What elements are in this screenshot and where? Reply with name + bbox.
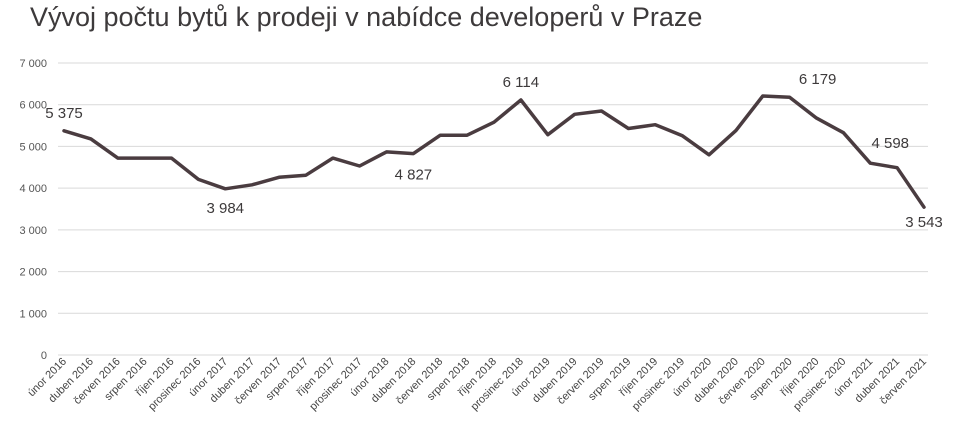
data-point [116, 156, 119, 160]
data-point [654, 123, 657, 126]
data-point [680, 134, 684, 137]
y-tick-label: 0 [41, 350, 47, 362]
data-point [358, 164, 361, 168]
data-label: 3 984 [206, 200, 244, 217]
data-point [465, 133, 469, 137]
chart-title: Vývoj počtu bytů k prodeji v nabídce dev… [30, 2, 703, 32]
data-point [788, 96, 791, 99]
data-label: 3 543 [905, 214, 943, 231]
gridlines [58, 62, 928, 356]
data-point [869, 161, 872, 165]
data-point [922, 206, 926, 209]
data-label: 6 114 [503, 74, 539, 91]
data-point [143, 156, 146, 160]
data-label: 4 598 [871, 135, 909, 152]
data-label: 4 827 [395, 167, 433, 184]
data-point [89, 137, 93, 141]
data-point [546, 133, 549, 136]
data-point [170, 156, 173, 160]
data-point [815, 116, 818, 120]
data-point [519, 98, 523, 102]
data-point [627, 127, 630, 130]
data-point [761, 94, 764, 98]
data-point [707, 153, 711, 156]
data-point [573, 113, 576, 116]
data-point [250, 183, 254, 187]
data-point [304, 174, 308, 177]
data-point [277, 176, 281, 179]
series [62, 94, 926, 209]
series-line [62, 94, 926, 209]
y-tick-label: 1 000 [19, 308, 47, 320]
data-point [895, 166, 899, 169]
data-point [331, 156, 334, 160]
y-tick-label: 6 000 [19, 100, 47, 112]
y-tick-label: 2 000 [19, 267, 47, 279]
data-point [439, 133, 442, 137]
data-labels: 5 375 3 984 4 827 6 114 6 179 4 598 3 543 [45, 71, 943, 231]
data-point [62, 129, 66, 132]
data-point [224, 187, 227, 191]
data-label: 5 375 [45, 105, 83, 122]
y-tick-label: 7 000 [19, 58, 47, 70]
data-label: 6 179 [799, 71, 837, 88]
data-point [412, 152, 415, 155]
data-point [385, 150, 388, 154]
y-tick-label: 3 000 [19, 225, 47, 237]
data-point [734, 129, 738, 132]
data-point [842, 131, 845, 134]
data-point [492, 121, 496, 124]
y-axis: 0 1 000 2 000 3 000 4 000 5 000 6 000 7 000 [19, 58, 47, 362]
y-tick-label: 5 000 [19, 141, 47, 153]
data-point [197, 178, 200, 181]
data-point [600, 109, 603, 113]
y-tick-label: 4 000 [19, 183, 47, 195]
